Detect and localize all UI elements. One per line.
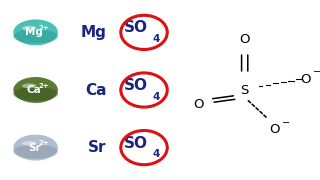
Text: Ca: Ca: [27, 85, 42, 95]
Text: Sr: Sr: [28, 143, 40, 153]
Ellipse shape: [13, 144, 58, 159]
Circle shape: [13, 77, 58, 103]
Circle shape: [13, 19, 58, 45]
Text: −: −: [283, 118, 291, 128]
Text: 2+: 2+: [39, 140, 50, 146]
Text: −: −: [313, 67, 320, 77]
Text: 2+: 2+: [39, 82, 50, 89]
Ellipse shape: [13, 87, 58, 101]
Text: O: O: [193, 98, 204, 111]
Text: Mg: Mg: [25, 27, 43, 37]
Text: O: O: [269, 123, 279, 136]
Ellipse shape: [22, 83, 36, 88]
Text: 4: 4: [152, 149, 160, 159]
Ellipse shape: [22, 141, 36, 146]
Text: SO: SO: [124, 136, 148, 151]
Circle shape: [13, 135, 58, 161]
Text: O: O: [300, 73, 311, 86]
Text: Sr: Sr: [88, 140, 107, 155]
Text: Ca: Ca: [85, 82, 107, 98]
Ellipse shape: [13, 29, 58, 43]
Text: 4: 4: [152, 92, 160, 102]
Text: 4: 4: [152, 34, 160, 44]
Text: Mg: Mg: [81, 25, 107, 40]
Text: SO: SO: [124, 20, 148, 35]
Text: S: S: [241, 84, 249, 96]
Text: O: O: [239, 33, 250, 46]
Text: 2+: 2+: [39, 25, 50, 31]
Ellipse shape: [22, 26, 36, 31]
Text: SO: SO: [124, 78, 148, 93]
